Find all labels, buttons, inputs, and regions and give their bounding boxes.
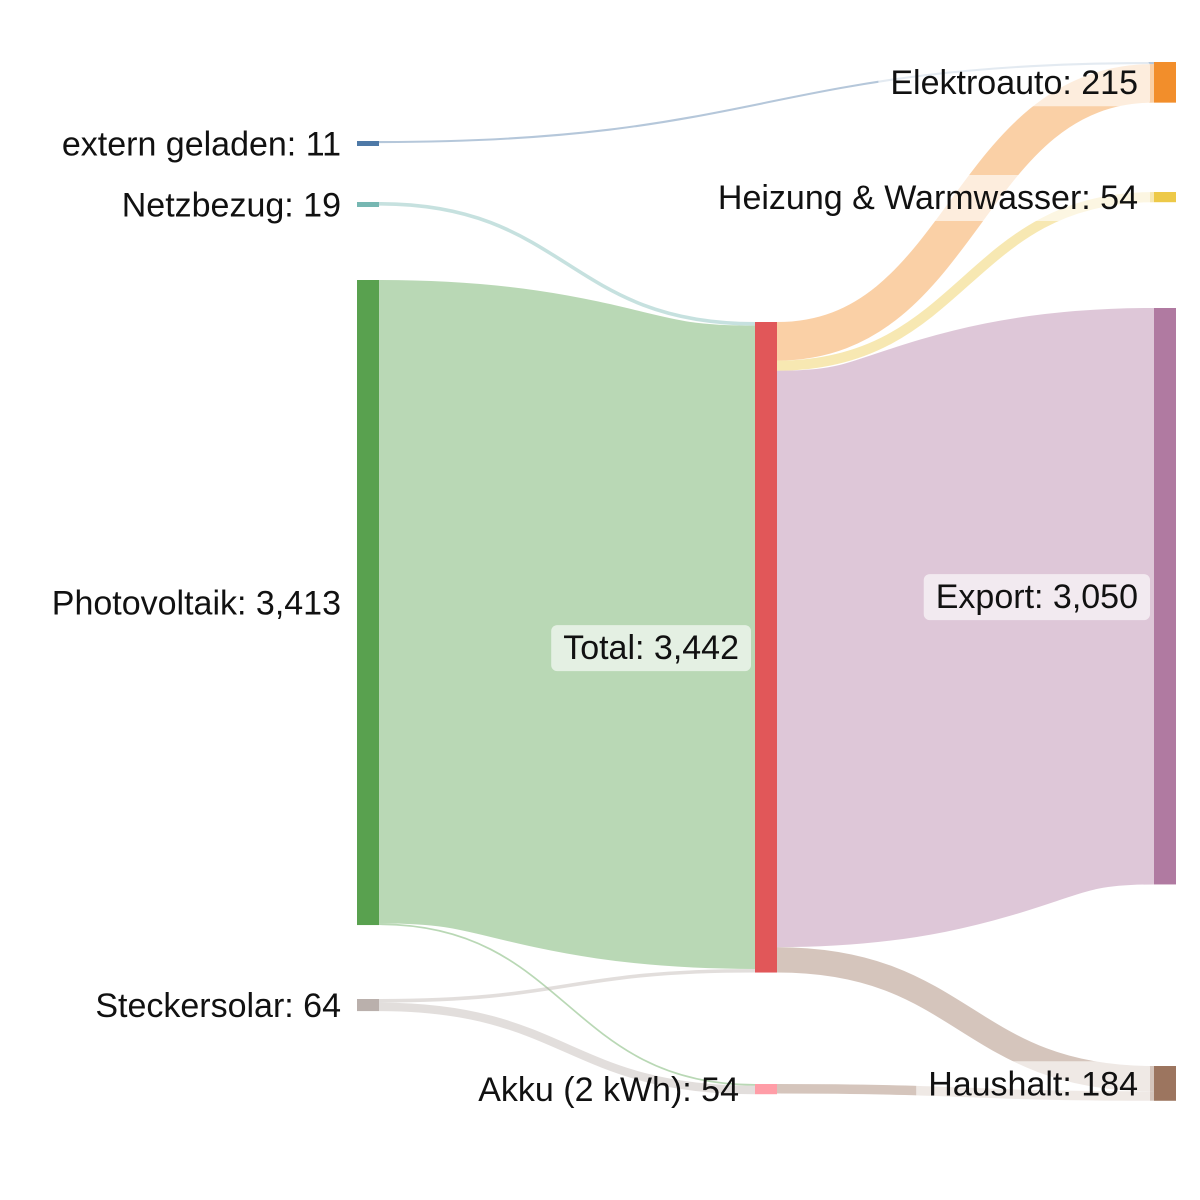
node-label-auto: Elektroauto: 215	[890, 64, 1138, 102]
node-label-bg-heizung	[705, 175, 1150, 222]
link-stecker-to-total	[378, 968, 756, 1003]
node-total	[755, 322, 777, 973]
node-label-akku: Akku (2 kWh): 54	[478, 1071, 739, 1109]
sankey-labels: extern geladen: 11 Netzbezug: 19 Photovolt…	[52, 60, 1150, 1109]
node-export	[1154, 308, 1176, 885]
node-label-export: Export: 3,050	[936, 578, 1138, 616]
link-total-to-haushalt	[776, 947, 1155, 1092]
node-extern	[357, 141, 379, 146]
node-pv	[357, 280, 379, 926]
node-label-heizung: Heizung & Warmwasser: 54	[718, 179, 1138, 217]
node-label-total: Total: 3,442	[563, 629, 739, 667]
node-akku	[755, 1084, 777, 1095]
node-haushalt	[1154, 1066, 1176, 1101]
node-label-pv: Photovoltaik: 3,413	[52, 584, 341, 622]
node-auto	[1154, 62, 1176, 103]
node-label-bg-export	[923, 574, 1150, 621]
node-label-extern: extern geladen: 11	[62, 125, 341, 163]
node-label-stecker: Steckersolar: 64	[95, 987, 341, 1025]
node-label-bg-total	[551, 625, 751, 672]
node-stecker	[357, 999, 379, 1012]
node-netz	[357, 202, 379, 207]
node-label-haushalt: Haushalt: 184	[928, 1065, 1138, 1103]
link-pv-to-akku	[378, 923, 756, 1086]
link-stecker-to-akku	[378, 1002, 756, 1095]
node-label-netz: Netzbezug: 19	[122, 186, 341, 224]
sankey-nodes	[357, 62, 1176, 1101]
node-label-bg-haushalt	[916, 1061, 1150, 1108]
node-label-bg-auto	[878, 60, 1150, 107]
link-netz-to-total	[378, 202, 756, 326]
node-heizung	[1154, 192, 1176, 203]
